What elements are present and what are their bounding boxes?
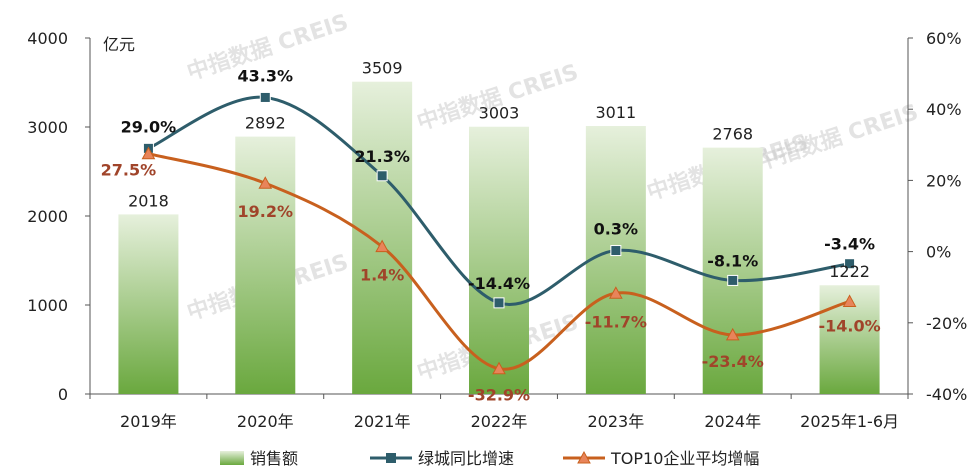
square-marker [610, 245, 622, 257]
watermark-text: 中指数据 CREIS [414, 59, 582, 136]
line-series [141, 91, 857, 375]
x-tick-label: 2023年 [587, 412, 644, 431]
top10-value-label: -11.7% [585, 312, 647, 331]
top10-value-label: 1.4% [360, 266, 404, 285]
square-marker [376, 170, 388, 182]
greentown-value-label: -8.1% [707, 251, 758, 270]
x-tick-label: 2024年 [704, 412, 761, 431]
left-tick-label: 4000 [27, 29, 68, 48]
triangle-marker [725, 327, 740, 341]
x-tick-label: 2021年 [354, 412, 411, 431]
x-tick-label: 2022年 [471, 412, 528, 431]
data-labels: 2018 2892 3509 3003 3011 2768 1222 29.0% 43.3% 21… [101, 59, 881, 405]
top10-value-label: 27.5% [101, 161, 157, 180]
x-tick-label: 2020年 [237, 412, 294, 431]
x-tick-label: 2025年1-6月 [800, 412, 899, 431]
bar-value-label: 2018 [128, 191, 169, 210]
triangle-marker [492, 361, 506, 375]
legend: 销售额 绿城同比增速 TOP10企业平均增幅 [220, 449, 759, 468]
triangle-marker [258, 176, 273, 189]
right-tick-label: -20% [926, 314, 967, 333]
top10-value-label: -23.4% [702, 352, 764, 371]
greentown-value-label: 0.3% [594, 220, 638, 239]
left-tick-label: 0 [58, 385, 68, 404]
bar-series [118, 81, 880, 395]
top10-value-label: -14.0% [818, 316, 880, 335]
triangle-marker [375, 239, 389, 253]
right-tick-label: 60% [926, 29, 962, 48]
bar-value-label: 2892 [245, 114, 286, 133]
square-marker [259, 91, 271, 103]
greentown-value-label: 21.3% [354, 147, 410, 166]
right-tick-label: -40% [926, 385, 967, 404]
legend-square-marker [386, 453, 396, 463]
top10-value-label: -32.9% [468, 386, 530, 405]
bar-2022年 [469, 126, 529, 394]
bar-2021年 [352, 81, 413, 394]
legend-bar-label: 销售额 [250, 449, 298, 468]
square-marker [727, 274, 739, 286]
right-tick-label: 0% [926, 243, 951, 262]
legend-bar-swatch [220, 451, 244, 465]
axes: 0 1000 2000 3000 4000 -40% -20% 0% 20% 40% 60% 亿元 20… [27, 29, 967, 431]
square-marker [493, 297, 505, 309]
left-tick-label: 2000 [27, 207, 68, 226]
greentown-value-label: 43.3% [238, 66, 294, 85]
left-axis-unit: 亿元 [103, 35, 135, 54]
triangle-marker [609, 286, 623, 299]
greentown-value-label: 29.0% [121, 117, 177, 136]
legend-greentown-label: 绿城同比增速 [418, 449, 514, 468]
square-marker [844, 258, 856, 270]
bar-2019年 [118, 214, 179, 394]
top10-value-label: 19.2% [238, 202, 294, 221]
greentown-value-label: -14.4% [468, 274, 530, 293]
bar-value-label: 3011 [595, 103, 636, 122]
bar-value-label: 2768 [712, 125, 753, 144]
triangle-marker [842, 294, 857, 307]
left-tick-label: 3000 [27, 118, 68, 137]
greentown-value-label: -3.4% [824, 235, 875, 254]
right-tick-label: 20% [926, 171, 962, 190]
bar-2023年 [585, 126, 646, 395]
x-tick-label: 2019年 [120, 412, 177, 431]
bar-value-label: 3003 [479, 104, 520, 123]
legend-top10-label: TOP10企业平均增幅 [610, 449, 759, 468]
bar-value-label: 3509 [362, 59, 403, 78]
left-tick-label: 1000 [27, 296, 68, 315]
right-tick-label: 40% [926, 100, 962, 119]
bar-value-label: 1222 [829, 262, 870, 281]
triangle-marker [141, 146, 156, 160]
bar-2024年 [702, 147, 763, 394]
legend-triangle-marker [577, 450, 591, 464]
